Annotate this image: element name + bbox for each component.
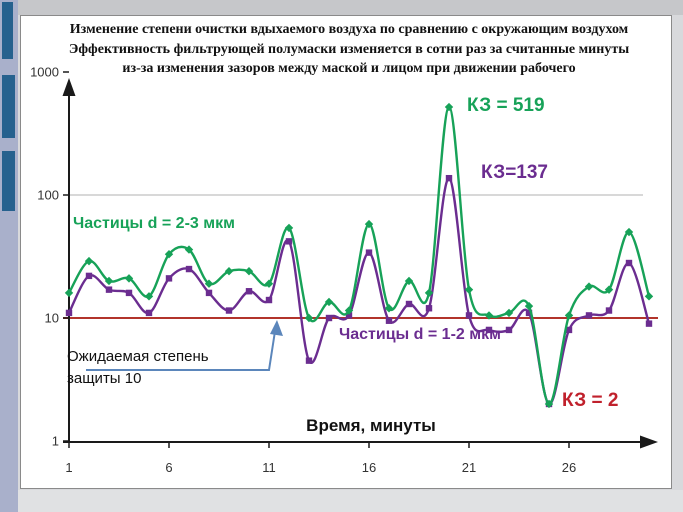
x-tick-label: 16 xyxy=(362,460,376,475)
marker-square-purple xyxy=(145,309,153,317)
marker-square-purple xyxy=(385,317,393,324)
callout-line xyxy=(86,327,277,371)
marker-square-purple xyxy=(445,174,453,182)
marker-square-purple xyxy=(165,275,173,282)
x-tick-label: 21 xyxy=(462,460,476,475)
x-tick-label: 26 xyxy=(562,460,576,475)
x-axis-arrow-icon xyxy=(640,435,658,449)
y-tick-label: 1000 xyxy=(30,65,59,80)
marker-square-purple xyxy=(285,238,293,245)
x-tick-label: 1 xyxy=(65,460,72,475)
min-label-kz2: КЗ = 2 xyxy=(562,390,619,411)
y-axis-arrow-icon xyxy=(62,78,76,96)
chart-title-line-2: Эффективность фильтрующей полумаски изме… xyxy=(68,41,630,57)
sidebar-decor-rect xyxy=(2,151,15,211)
marker-square-purple xyxy=(565,326,573,334)
y-tick-label: 1 xyxy=(52,434,59,449)
marker-diamond-green xyxy=(344,306,354,315)
marker-diamond-green xyxy=(624,227,634,237)
peak-label-kz519: КЗ = 519 xyxy=(467,95,545,116)
marker-diamond-green xyxy=(444,102,454,112)
marker-square-purple xyxy=(525,309,533,317)
marker-diamond-green xyxy=(164,250,174,259)
marker-diamond-green xyxy=(204,279,214,288)
callout-arrow-icon xyxy=(270,320,283,336)
x-axis-title: Время, минуты xyxy=(306,416,436,435)
series-label-particles-1-2um: Частицы d = 1-2 мкм xyxy=(339,326,501,343)
marker-square-purple xyxy=(585,312,593,319)
chart-panel: 1 10 100 1000 1 6 11 16 21 26 Изменение степени о… xyxy=(20,15,672,489)
marker-diamond-green xyxy=(424,288,434,298)
marker-diamond-green xyxy=(224,267,234,276)
marker-square-purple xyxy=(245,288,253,295)
chart-title-line-3: из-за изменения зазоров между маской и л… xyxy=(122,61,576,76)
marker-square-purple xyxy=(85,272,93,280)
marker-diamond-green xyxy=(284,223,294,233)
marker-square-purple xyxy=(605,307,613,314)
marker-diamond-green xyxy=(304,313,314,323)
marker-square-purple xyxy=(365,249,373,256)
marker-square-purple xyxy=(65,309,73,317)
marker-diamond-green xyxy=(264,279,274,288)
series-label-particles-2-3um: Частицы d = 2-3 мкм xyxy=(73,215,235,232)
marker-square-purple xyxy=(465,312,473,319)
slide-bottom-strip xyxy=(0,490,683,512)
marker-square-purple xyxy=(425,305,433,312)
marker-square-purple xyxy=(505,326,513,334)
marker-square-purple xyxy=(345,312,353,319)
marker-diamond-green xyxy=(184,245,194,254)
marker-square-purple xyxy=(485,326,493,334)
marker-diamond-green xyxy=(244,267,254,276)
marker-square-purple xyxy=(625,259,633,267)
marker-diamond-green xyxy=(324,297,334,307)
marker-diamond-green xyxy=(84,256,94,266)
marker-square-purple xyxy=(405,300,413,308)
x-tick-label: 11 xyxy=(262,460,276,475)
y-tick-label: 10 xyxy=(45,311,59,326)
expected-protection-line-1: Ожидаемая степень xyxy=(67,348,209,365)
slide-top-strip xyxy=(0,0,683,15)
marker-diamond-green xyxy=(564,311,574,320)
marker-square-purple xyxy=(305,357,313,364)
marker-square-purple xyxy=(645,320,653,327)
marker-diamond-green xyxy=(524,301,534,311)
sidebar-decor-rect xyxy=(2,75,15,138)
marker-square-purple xyxy=(205,289,213,297)
marker-square-purple xyxy=(185,265,193,273)
chart-title: Изменение степени очистки вдыхаемого воз… xyxy=(39,20,659,79)
peak-label-kz137: КЗ=137 xyxy=(481,162,549,183)
expected-protection-label: Ожидаемая степень защиты 10 xyxy=(67,346,209,390)
marker-diamond-green xyxy=(404,276,414,286)
marker-diamond-green xyxy=(504,308,514,318)
marker-diamond-green xyxy=(64,288,74,298)
x-tick-label: 6 xyxy=(165,460,172,475)
marker-diamond-green xyxy=(644,292,654,301)
marker-diamond-green xyxy=(544,399,554,409)
marker-diamond-green xyxy=(104,276,114,286)
marker-square-purple xyxy=(125,289,133,297)
marker-square-purple xyxy=(325,314,333,322)
chart-title-line-1: Изменение степени очистки вдыхаемого воз… xyxy=(69,22,629,37)
marker-diamond-green xyxy=(604,285,614,294)
marker-square-purple xyxy=(105,286,113,293)
marker-square-purple xyxy=(265,296,273,304)
y-tick-label: 100 xyxy=(37,188,59,203)
marker-diamond-green xyxy=(364,219,374,229)
marker-diamond-green xyxy=(584,282,594,291)
marker-square-purple xyxy=(225,307,233,314)
marker-diamond-green xyxy=(464,285,474,294)
expected-protection-line-2: защиты 10 xyxy=(67,370,142,387)
marker-diamond-green xyxy=(484,311,494,320)
marker-diamond-green xyxy=(384,304,394,313)
sidebar-decor-rect xyxy=(2,2,13,59)
